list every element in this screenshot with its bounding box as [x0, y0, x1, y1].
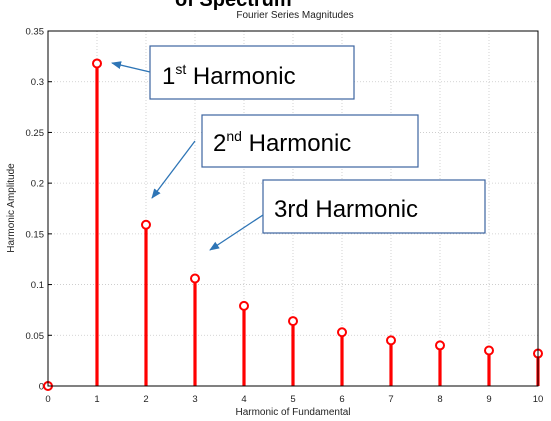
x-axis-title: Harmonic of Fundamental — [235, 407, 350, 418]
x-tick-label: 6 — [339, 394, 344, 405]
callout-arrow — [111, 61, 151, 73]
y-tick-label: 0.2 — [31, 179, 44, 190]
stem-marker — [337, 327, 347, 338]
y-axis-title: Harmonic Amplitude — [6, 163, 17, 253]
callout-label: 2nd Harmonic — [213, 128, 351, 157]
x-tick-label: 8 — [437, 394, 442, 405]
stem-marker — [435, 340, 445, 351]
callout-arrow — [209, 214, 264, 251]
stem-marker — [484, 345, 494, 356]
callout-suffix: st — [175, 61, 186, 77]
callout-number: 1 — [162, 63, 175, 90]
stem-marker — [92, 58, 102, 69]
chart-title: Fourier Series Magnitudes — [236, 10, 353, 21]
x-tick-label: 5 — [290, 394, 295, 405]
y-tick-label: 0.35 — [26, 27, 45, 38]
callout-box — [201, 114, 419, 168]
callout-number: 2 — [213, 130, 226, 157]
callout-number: 3rd Harmonic — [274, 196, 418, 223]
y-tick-label: 0.25 — [26, 128, 45, 139]
x-tick-label: 3 — [192, 394, 197, 405]
callout-label: 1st Harmonic — [162, 61, 296, 90]
stem-marker — [239, 300, 249, 311]
callout-word: Harmonic — [186, 63, 295, 90]
callout-suffix: nd — [226, 128, 242, 144]
y-tick-label: 0.05 — [26, 331, 45, 342]
x-tick-label: 1 — [94, 394, 99, 405]
y-tick-label: 0.1 — [31, 280, 44, 291]
x-axis-ticks: 0 1 2 3 4 5 6 7 8 9 10 — [45, 382, 543, 405]
y-tick-label: 0.3 — [31, 77, 44, 88]
x-tick-label: 10 — [533, 394, 544, 405]
x-tick-label: 0 — [45, 394, 50, 405]
stem-marker — [288, 316, 298, 327]
callout-label: 3rd Harmonic — [274, 196, 418, 223]
x-tick-label: 9 — [486, 394, 491, 405]
stem-marker — [386, 335, 396, 346]
y-tick-label: 0.15 — [26, 229, 45, 240]
callout-box — [149, 45, 355, 100]
plot-frame — [47, 30, 539, 387]
x-tick-label: 7 — [388, 394, 393, 405]
callout-word: Harmonic — [242, 130, 351, 157]
page-heading-fragment: of Spectrum — [175, 0, 292, 11]
y-tick-label: 0 — [39, 382, 44, 393]
x-tick-label: 2 — [143, 394, 148, 405]
x-tick-label: 4 — [241, 394, 246, 405]
callout-box — [262, 179, 486, 234]
callout-arrow — [151, 140, 196, 199]
stem-marker — [190, 273, 200, 284]
stem-marker — [141, 219, 151, 230]
